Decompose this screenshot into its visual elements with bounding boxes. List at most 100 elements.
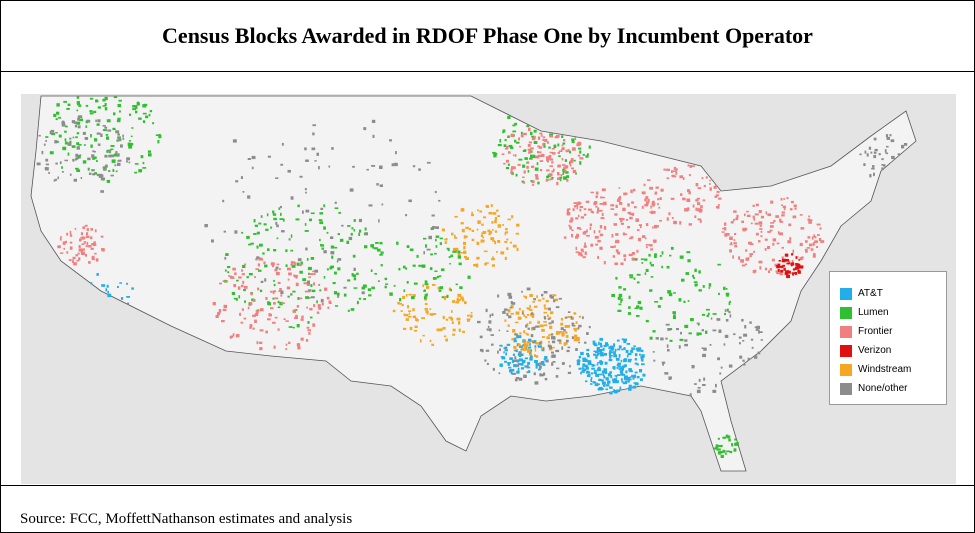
block-dot <box>661 265 663 269</box>
block-dot <box>527 144 531 147</box>
block-dot <box>343 293 347 297</box>
block-dot <box>798 259 801 261</box>
block-dot <box>311 147 316 151</box>
block-dot <box>554 298 559 302</box>
block-dot <box>680 331 682 335</box>
block-dot <box>813 252 816 255</box>
block-dot <box>614 348 617 352</box>
block-dot <box>442 315 445 319</box>
block-dot <box>509 241 512 244</box>
block-dot <box>729 249 732 253</box>
block-dot <box>515 173 518 177</box>
block-dot <box>254 276 256 279</box>
block-dot <box>371 119 376 123</box>
block-dot <box>627 358 632 363</box>
block-dot <box>275 177 279 179</box>
block-dot <box>565 165 569 169</box>
block-dot <box>87 167 90 171</box>
block-dot <box>645 244 650 246</box>
block-dot <box>116 119 121 123</box>
block-dot <box>598 341 600 346</box>
block-dot <box>664 372 669 375</box>
block-dot <box>371 165 376 167</box>
block-dot <box>115 151 118 154</box>
block-dot <box>466 318 471 321</box>
block-dot <box>336 260 339 263</box>
block-dot <box>779 232 783 236</box>
block-dot <box>552 152 556 155</box>
block-dot <box>71 120 75 124</box>
block-dot <box>786 197 789 200</box>
block-dot <box>767 231 771 233</box>
block-dot <box>519 352 522 356</box>
block-dot <box>641 262 644 264</box>
block-dot <box>531 340 534 343</box>
block-dot <box>497 224 501 228</box>
block-dot <box>725 452 727 455</box>
block-dot <box>323 226 326 230</box>
block-dot <box>424 283 429 286</box>
block-dot <box>728 311 731 314</box>
block-dot <box>491 313 494 316</box>
block-dot <box>651 202 654 206</box>
block-dot <box>729 236 733 240</box>
block-dot <box>310 284 313 288</box>
block-dot <box>529 309 533 311</box>
block-dot <box>635 218 639 222</box>
block-dot <box>211 239 214 243</box>
block-dot <box>253 233 257 235</box>
block-dot <box>524 365 527 368</box>
block-dot <box>724 334 729 338</box>
legend-label: Verizon <box>858 345 892 356</box>
block-dot <box>548 307 551 311</box>
block-dot <box>135 110 138 114</box>
block-dot <box>497 350 499 354</box>
block-dot <box>750 222 753 225</box>
block-dot <box>85 235 90 239</box>
block-dot <box>487 229 491 232</box>
block-dot <box>323 250 327 254</box>
block-dot <box>212 302 216 306</box>
block-dot <box>558 341 562 345</box>
block-dot <box>456 317 461 321</box>
block-dot <box>591 367 595 370</box>
block-dot <box>510 305 514 309</box>
block-dot <box>45 163 49 166</box>
block-dot <box>104 154 108 158</box>
block-dot <box>812 242 815 246</box>
block-dot <box>251 166 254 170</box>
block-dot <box>577 141 581 145</box>
block-dot <box>623 254 627 258</box>
block-dot <box>651 200 655 204</box>
block-dot <box>515 311 520 315</box>
block-dot <box>575 204 579 207</box>
block-dot <box>138 169 142 173</box>
block-dot <box>881 158 884 161</box>
block-dot <box>636 305 640 309</box>
block-dot <box>615 204 618 208</box>
block-dot <box>522 344 525 347</box>
block-dot <box>613 389 618 394</box>
block-dot <box>425 310 429 313</box>
block-dot <box>486 328 490 331</box>
block-dot <box>513 349 516 352</box>
block-dot <box>687 259 691 263</box>
block-dot <box>89 112 94 115</box>
block-dot <box>736 214 739 218</box>
block-dot <box>290 293 293 296</box>
block-dot <box>108 170 111 172</box>
block-dot <box>577 327 580 330</box>
block-dot <box>784 272 789 275</box>
block-dot <box>600 350 603 354</box>
block-dot <box>593 230 596 234</box>
block-dot <box>507 115 511 119</box>
block-dot <box>618 286 622 289</box>
block-dot <box>126 157 130 161</box>
block-dot <box>628 237 633 240</box>
block-dot <box>532 301 536 303</box>
block-dot <box>558 176 563 179</box>
block-dot <box>639 353 641 356</box>
block-dot <box>538 146 543 149</box>
block-dot <box>769 268 772 271</box>
block-dot <box>406 245 410 248</box>
